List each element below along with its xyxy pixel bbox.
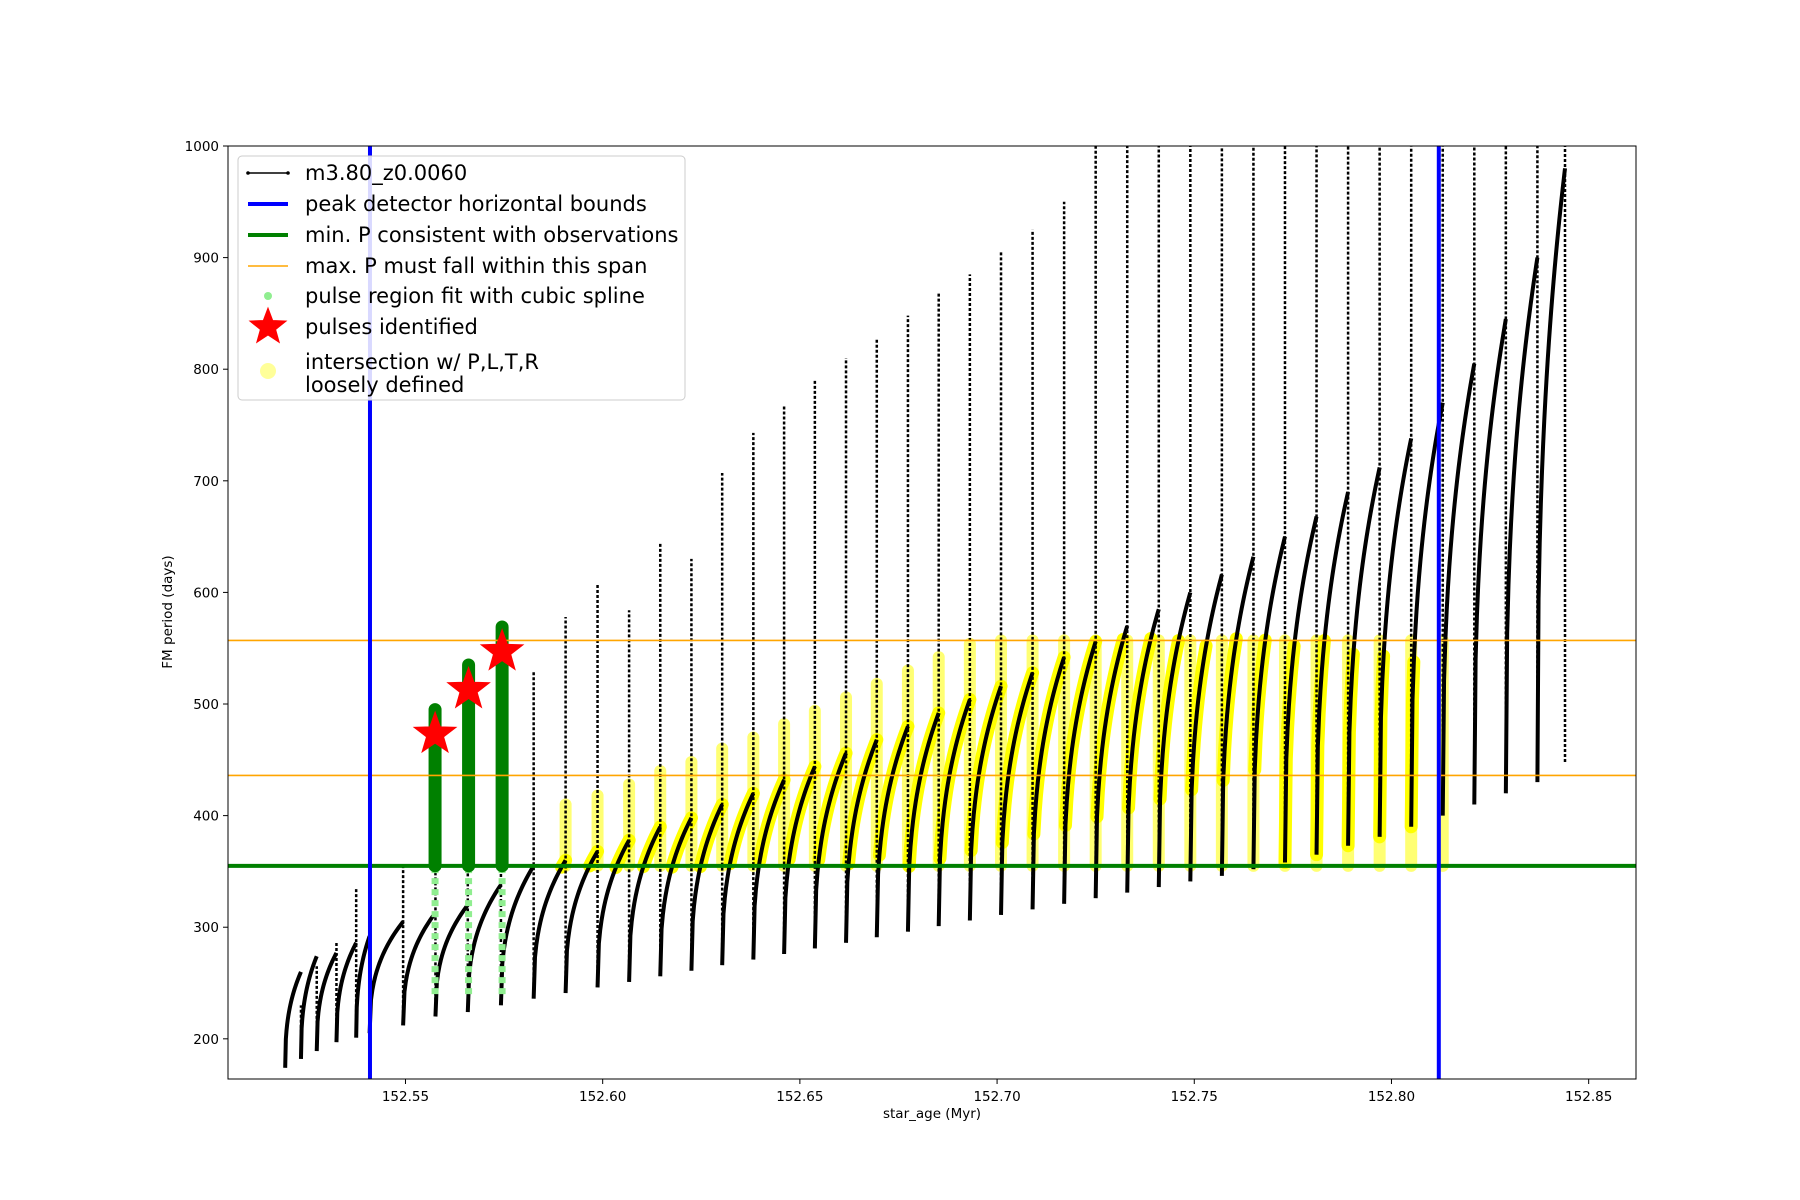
plot-frame bbox=[227, 145, 1637, 1080]
y-tick-label: 1000 bbox=[185, 139, 219, 155]
track-cycle bbox=[1346, 466, 1382, 846]
track-cycle bbox=[401, 911, 438, 1026]
y-tick-label: 800 bbox=[193, 362, 219, 378]
track-cycle bbox=[936, 698, 972, 927]
pulse-star bbox=[479, 628, 525, 671]
track-cycle bbox=[595, 839, 631, 988]
track-cycle bbox=[354, 935, 372, 1038]
x-tick-label: 152.85 bbox=[1565, 1089, 1612, 1105]
track-cycle bbox=[751, 779, 786, 960]
x-tick-label: 152.60 bbox=[579, 1089, 626, 1105]
legend-marker bbox=[286, 171, 290, 175]
plot-area bbox=[228, 146, 1636, 1079]
track-cycle bbox=[1282, 516, 1319, 863]
x-tick-label: 152.65 bbox=[776, 1089, 823, 1105]
y-tick-label: 600 bbox=[193, 585, 219, 601]
track-cycle bbox=[905, 712, 941, 932]
track-cycle bbox=[720, 792, 756, 966]
track-cycle bbox=[1030, 656, 1067, 910]
y-axis: 200 300 400 500 600 700 800 900 1000 bbox=[185, 139, 228, 1048]
track-cycle bbox=[1188, 574, 1224, 882]
y-tick-label: 500 bbox=[193, 697, 219, 713]
legend-marker bbox=[246, 171, 250, 175]
x-tick-label: 152.75 bbox=[1171, 1089, 1218, 1105]
track-cycle bbox=[1377, 437, 1414, 837]
legend-handle-star bbox=[248, 306, 288, 344]
track-cycle bbox=[812, 752, 848, 949]
track-cycle bbox=[498, 864, 536, 1006]
track-cycle bbox=[1472, 318, 1508, 805]
pulse-star bbox=[412, 710, 458, 754]
track-cycle bbox=[844, 738, 879, 943]
pulses-layer bbox=[412, 628, 525, 754]
track-cycle bbox=[999, 672, 1035, 915]
track-cycle bbox=[433, 903, 470, 1017]
x-axis-label: star_age (Myr) bbox=[883, 1106, 981, 1122]
y-tick-label: 300 bbox=[193, 920, 219, 936]
legend-label: pulse region fit with cubic spline bbox=[305, 284, 645, 308]
track-cycle bbox=[1125, 608, 1161, 893]
track-cycle bbox=[658, 816, 694, 977]
y-tick-label: 200 bbox=[193, 1032, 219, 1048]
legend-label: max. P must fall within this span bbox=[305, 254, 647, 278]
track-cycle bbox=[1219, 556, 1256, 876]
track-cycle bbox=[782, 765, 817, 955]
legend-label: intersection w/ P,L,T,R bbox=[305, 350, 539, 374]
x-tick-label: 152.80 bbox=[1368, 1089, 1415, 1105]
x-tick-label: 152.55 bbox=[382, 1089, 429, 1105]
track-layer bbox=[283, 146, 1567, 1068]
track-cycle bbox=[314, 951, 339, 1052]
y-axis-label: FM period (days) bbox=[160, 555, 176, 668]
pulse-star bbox=[446, 666, 491, 709]
track-cycle bbox=[1314, 491, 1351, 855]
legend-label: pulses identified bbox=[305, 315, 478, 339]
y-tick-label: 900 bbox=[193, 251, 219, 267]
track-cycle bbox=[1251, 536, 1287, 870]
track-cycle bbox=[1156, 591, 1193, 888]
legend-handle-dot bbox=[264, 292, 272, 300]
y-tick-label: 700 bbox=[193, 474, 219, 490]
x-axis: 152.55 152.60 152.65 152.70 152.75 152.80 152.… bbox=[382, 1079, 1612, 1105]
track-cycle bbox=[465, 883, 503, 1013]
y-tick-label: 400 bbox=[193, 809, 219, 825]
track-cycle bbox=[1535, 168, 1567, 783]
track-cycle bbox=[1093, 625, 1130, 899]
legend-box bbox=[237, 155, 686, 401]
track-cycle bbox=[627, 825, 663, 982]
legend-label: min. P consistent with observations bbox=[305, 223, 678, 247]
track-cycle bbox=[1503, 257, 1540, 794]
track-cycle bbox=[967, 685, 1003, 921]
legend-label-line2: loosely defined bbox=[305, 373, 464, 397]
track-cycle bbox=[283, 971, 303, 1068]
track-cycle bbox=[563, 850, 600, 994]
track-cycle bbox=[334, 941, 358, 1043]
track-cycle bbox=[531, 859, 568, 999]
track-cycle bbox=[367, 920, 405, 1034]
track-cycle bbox=[1440, 363, 1477, 816]
legend-label: peak detector horizontal bounds bbox=[305, 192, 647, 216]
track-cycle bbox=[298, 955, 319, 1059]
track-cycle bbox=[689, 803, 724, 971]
legend-handle-circle bbox=[260, 363, 276, 379]
x-tick-label: 152.70 bbox=[973, 1089, 1020, 1105]
track-cycle bbox=[1062, 640, 1098, 904]
legend-label: m3.80_z0.0060 bbox=[305, 161, 467, 186]
